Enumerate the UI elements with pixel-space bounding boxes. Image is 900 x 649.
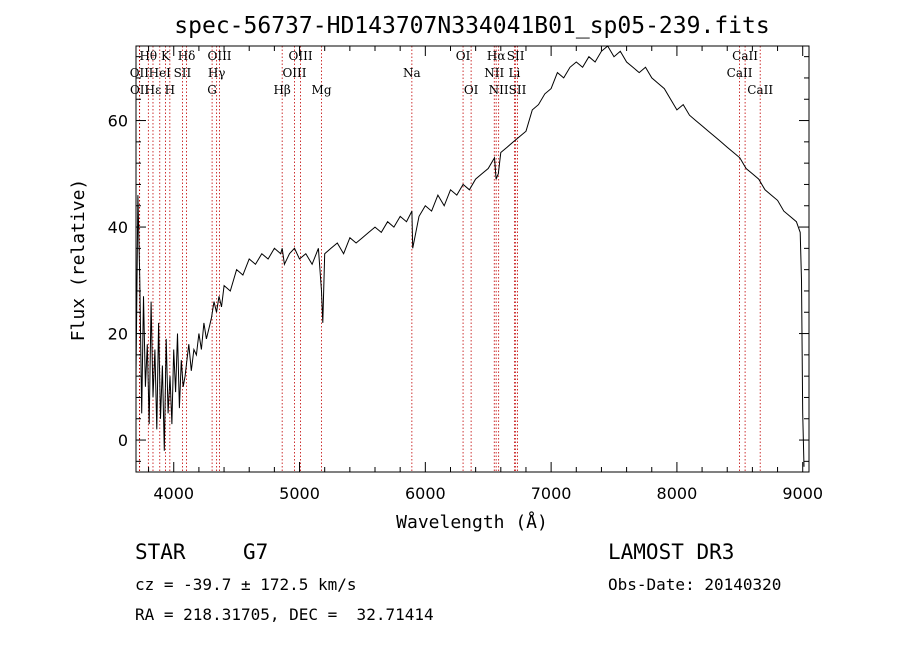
spectral-line-label: OIII bbox=[282, 66, 306, 80]
x-axis-label: Wavelength (Å) bbox=[396, 511, 548, 533]
spectral-line-label: NII bbox=[484, 66, 504, 80]
obs-date: Obs-Date: 20140320 bbox=[608, 575, 782, 594]
object-class: STAR bbox=[135, 540, 186, 564]
y-tick-label: 40 bbox=[108, 218, 128, 237]
spectral-line-label: CaII bbox=[747, 83, 773, 97]
x-tick-label: 4000 bbox=[153, 484, 194, 503]
coordinates: RA = 218.31705, DEC = 32.71414 bbox=[135, 605, 434, 624]
spectral-line-label: OIII bbox=[207, 49, 231, 63]
spectral-line-label: HeI bbox=[149, 66, 172, 80]
spectral-line-label: G bbox=[207, 83, 217, 97]
spectral-line-label: CaII bbox=[727, 66, 753, 80]
y-axis-label: Flux (relative) bbox=[68, 179, 89, 342]
velocity-readout: cz = -39.7 ± 172.5 km/s bbox=[135, 575, 357, 594]
spectral-line-label: Hα bbox=[487, 49, 506, 63]
x-axis-ticks: 4000 5000 6000 7000 8000 9000 bbox=[148, 46, 823, 503]
spectral-line-label: Na bbox=[403, 66, 421, 80]
object-subclass: G7 bbox=[243, 540, 269, 564]
x-tick-label: 7000 bbox=[531, 484, 572, 503]
spectral-line-label: SII bbox=[507, 49, 525, 63]
spectral-line-label: Hβ bbox=[273, 83, 290, 97]
spectral-line-label: Hε bbox=[145, 83, 162, 97]
spectral-line-label: SII bbox=[174, 66, 192, 80]
spectral-line-label: Hγ bbox=[208, 66, 226, 80]
survey-name: LAMOST DR3 bbox=[608, 540, 735, 564]
spectral-line-label: NII bbox=[489, 83, 509, 97]
y-tick-label: 60 bbox=[108, 112, 128, 131]
spectral-line-label: Mg bbox=[312, 83, 332, 97]
y-tick-label: 0 bbox=[118, 431, 128, 450]
spectrum-chart: spec-56737-HD143707N334041B01_sp05-239.f… bbox=[68, 13, 823, 533]
spectral-line-label: OI bbox=[464, 83, 479, 97]
x-tick-label: 5000 bbox=[279, 484, 320, 503]
spectral-line-label: SII bbox=[509, 83, 527, 97]
y-axis-ticks: 0 20 40 60 bbox=[108, 56, 809, 462]
chart-title: spec-56737-HD143707N334041B01_sp05-239.f… bbox=[174, 13, 769, 39]
x-tick-label: 8000 bbox=[657, 484, 698, 503]
plot-frame bbox=[135, 45, 810, 473]
spectral-line-label: H bbox=[165, 83, 175, 97]
spectral-line-label: OII bbox=[130, 66, 150, 80]
spectral-line-label: Hδ bbox=[178, 49, 196, 63]
spectral-line-label: OI bbox=[456, 49, 471, 63]
spectral-line-label: Li bbox=[508, 66, 520, 80]
spectral-line-label: CaII bbox=[732, 49, 758, 63]
spectral-line-label: Hθ bbox=[139, 49, 157, 63]
x-tick-label: 9000 bbox=[782, 484, 823, 503]
x-tick-label: 6000 bbox=[405, 484, 446, 503]
spectral-line-label: OII bbox=[130, 83, 150, 97]
y-tick-label: 20 bbox=[108, 325, 128, 344]
spectral-line-label: OIII bbox=[289, 49, 313, 63]
spectrum-line bbox=[135, 45, 805, 467]
spectral-line-markers bbox=[138, 46, 761, 472]
spectral-line-label: K bbox=[161, 49, 171, 63]
